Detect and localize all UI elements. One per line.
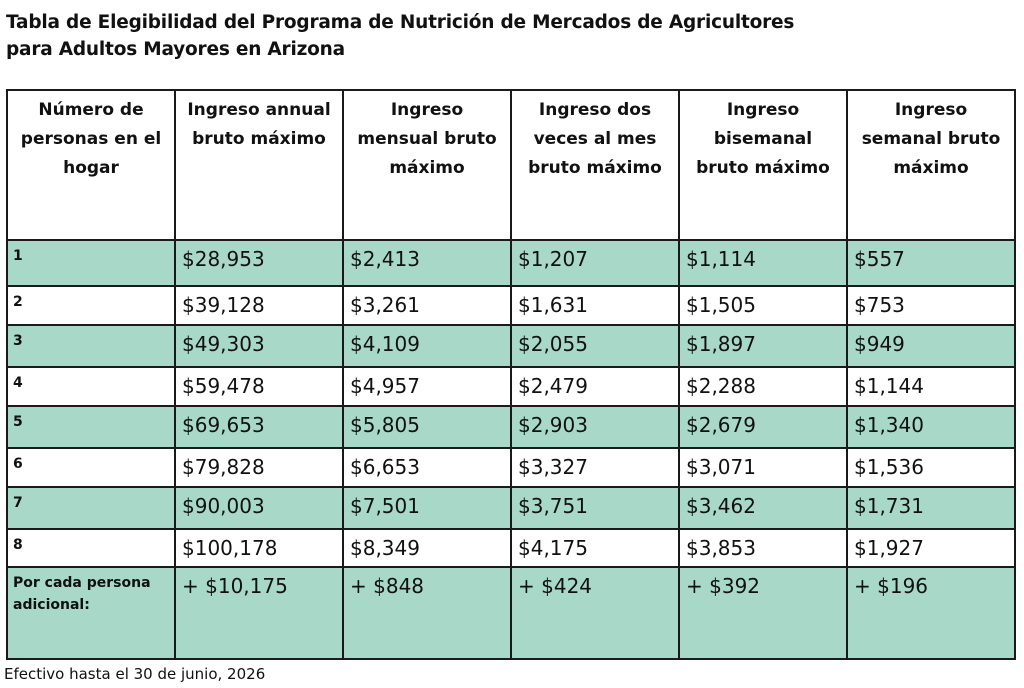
twice-monthly-income-cell: $1,207 [510,239,680,287]
twice-monthly-income-cell: $2,479 [510,366,680,407]
biweekly-income-cell: $1,897 [678,324,848,368]
table-row: 7 $90,003 $7,501 $3,751 $3,462 $1,731 [6,486,1016,530]
effective-date-note: Efectivo hasta el 30 de junio, 2026 [4,665,266,683]
header-weekly-income: Ingreso semanal bruto máximo [846,89,1016,241]
household-size-cell: 8 [6,528,176,568]
monthly-income-cell: $4,109 [342,324,512,368]
page-title: Tabla de Elegibilidad del Programa de Nu… [6,9,906,63]
weekly-income-cell: + $196 [846,566,1016,660]
eligibility-table: Número de personas en el hogar Ingreso a… [6,89,1016,660]
twice-monthly-income-cell: + $424 [510,566,680,660]
household-size-cell: 4 [6,366,176,407]
monthly-income-cell: $3,261 [342,285,512,326]
twice-monthly-income-cell: $3,751 [510,486,680,530]
biweekly-income-cell: $2,288 [678,366,848,407]
biweekly-income-cell: $2,679 [678,405,848,449]
header-household-size: Número de personas en el hogar [6,89,176,241]
monthly-income-cell: $7,501 [342,486,512,530]
weekly-income-cell: $1,144 [846,366,1016,407]
weekly-income-cell: $1,927 [846,528,1016,568]
table-row: 5 $69,653 $5,805 $2,903 $2,679 $1,340 [6,405,1016,449]
title-line-1: Tabla de Elegibilidad del Programa de Nu… [6,12,795,33]
household-size-cell: 1 [6,239,176,287]
table-row: 1 $28,953 $2,413 $1,207 $1,114 $557 [6,239,1016,287]
household-size-cell: 3 [6,324,176,368]
biweekly-income-cell: $1,505 [678,285,848,326]
household-size-cell: 7 [6,486,176,530]
annual-income-cell: $49,303 [174,324,344,368]
twice-monthly-income-cell: $4,175 [510,528,680,568]
weekly-income-cell: $557 [846,239,1016,287]
twice-monthly-income-cell: $1,631 [510,285,680,326]
weekly-income-cell: $1,340 [846,405,1016,449]
annual-income-cell: $100,178 [174,528,344,568]
monthly-income-cell: $6,653 [342,447,512,488]
biweekly-income-cell: $1,114 [678,239,848,287]
annual-income-cell: $28,953 [174,239,344,287]
household-size-cell: 5 [6,405,176,449]
biweekly-income-cell: + $392 [678,566,848,660]
twice-monthly-income-cell: $2,903 [510,405,680,449]
biweekly-income-cell: $3,853 [678,528,848,568]
annual-income-cell: $69,653 [174,405,344,449]
annual-income-cell: $90,003 [174,486,344,530]
table-row: 2 $39,128 $3,261 $1,631 $1,505 $753 [6,285,1016,326]
title-line-2: para Adultos Mayores en Arizona [6,39,345,60]
header-annual-income: Ingreso annual bruto máximo [174,89,344,241]
weekly-income-cell: $1,731 [846,486,1016,530]
biweekly-income-cell: $3,462 [678,486,848,530]
annual-income-cell: $59,478 [174,366,344,407]
weekly-income-cell: $753 [846,285,1016,326]
table-row-additional-person: Por cada persona adicional: + $10,175 + … [6,566,1016,660]
weekly-income-cell: $949 [846,324,1016,368]
monthly-income-cell: $5,805 [342,405,512,449]
annual-income-cell: $79,828 [174,447,344,488]
table-row: 6 $79,828 $6,653 $3,327 $3,071 $1,536 [6,447,1016,488]
header-twice-monthly-income: Ingreso dos veces al mes bruto máximo [510,89,680,241]
annual-income-cell: $39,128 [174,285,344,326]
table-row: 8 $100,178 $8,349 $4,175 $3,853 $1,927 [6,528,1016,568]
household-size-cell: 6 [6,447,176,488]
annual-income-cell: + $10,175 [174,566,344,660]
table-row: 3 $49,303 $4,109 $2,055 $1,897 $949 [6,324,1016,368]
additional-person-label: Por cada persona adicional: [6,566,176,660]
weekly-income-cell: $1,536 [846,447,1016,488]
table-header-row: Número de personas en el hogar Ingreso a… [6,89,1016,241]
twice-monthly-income-cell: $2,055 [510,324,680,368]
twice-monthly-income-cell: $3,327 [510,447,680,488]
household-size-cell: 2 [6,285,176,326]
monthly-income-cell: $4,957 [342,366,512,407]
header-biweekly-income: Ingreso bisemanal bruto máximo [678,89,848,241]
monthly-income-cell: $8,349 [342,528,512,568]
biweekly-income-cell: $3,071 [678,447,848,488]
header-monthly-income: Ingreso mensual bruto máximo [342,89,512,241]
table-row: 4 $59,478 $4,957 $2,479 $2,288 $1,144 [6,366,1016,407]
monthly-income-cell: + $848 [342,566,512,660]
monthly-income-cell: $2,413 [342,239,512,287]
